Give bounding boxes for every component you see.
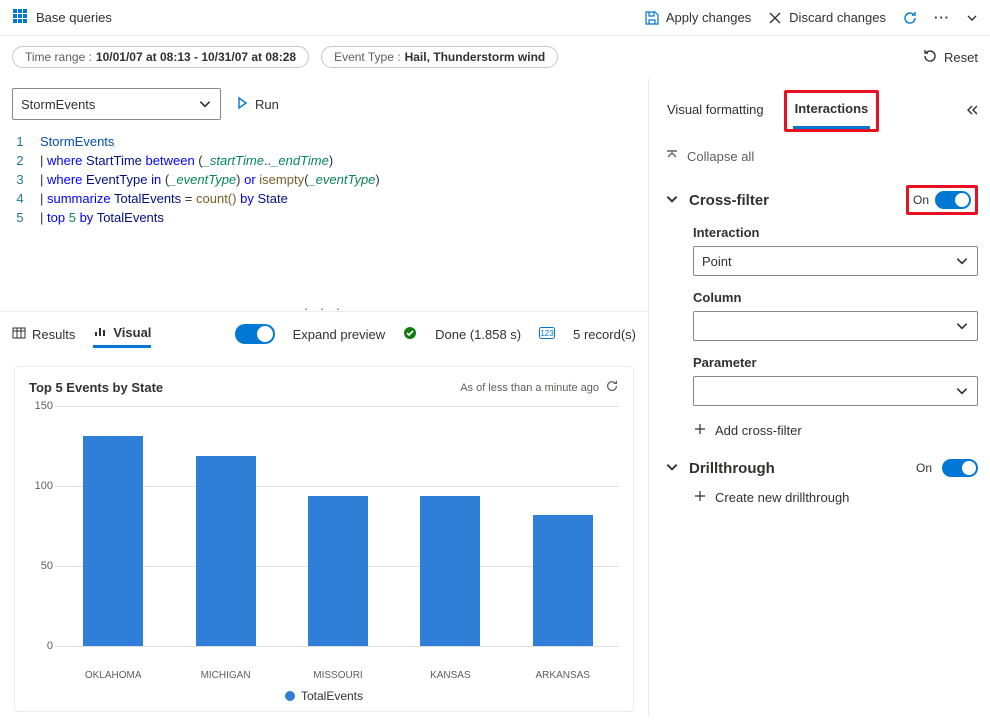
- add-crossfilter-label: Add cross-filter: [715, 423, 802, 438]
- resize-handle[interactable]: · · ·: [0, 301, 648, 311]
- crossfilter-title: Cross-filter: [689, 192, 896, 209]
- records-count: 5 record(s): [573, 327, 636, 342]
- expand-preview-label: Expand preview: [293, 327, 386, 342]
- time-range-pill[interactable]: Time range : 10/01/07 at 08:13 - 10/31/0…: [12, 46, 309, 68]
- discard-changes-label: Discard changes: [789, 10, 886, 25]
- code-content: StormEvents | where StartTime between (_…: [40, 132, 648, 295]
- base-queries-title: Base queries: [36, 10, 112, 25]
- bar-chart[interactable]: 050100150: [57, 406, 619, 666]
- collapse-all-label: Collapse all: [687, 149, 754, 164]
- more-menu-button[interactable]: ···: [934, 10, 950, 25]
- create-drillthrough-label: Create new drillthrough: [715, 490, 849, 505]
- drillthrough-toggle[interactable]: [942, 459, 978, 477]
- tab-results[interactable]: Results: [12, 322, 75, 347]
- time-range-value: 10/01/07 at 08:13 - 10/31/07 at 08:28: [96, 50, 296, 64]
- plus-icon: [693, 422, 707, 439]
- chart-legend: TotalEvents: [29, 689, 619, 703]
- collapse-all-button[interactable]: Collapse all: [665, 138, 978, 179]
- play-icon: [235, 96, 249, 113]
- chart-subtitle: As of less than a minute ago: [460, 382, 599, 394]
- apply-changes-button[interactable]: Apply changes: [644, 10, 751, 26]
- crossfilter-toggle[interactable]: [935, 191, 971, 209]
- records-icon: 123: [539, 327, 555, 342]
- legend-dot: [285, 691, 295, 701]
- chevron-down-icon[interactable]: [665, 192, 679, 209]
- status-ok-icon: [403, 326, 417, 343]
- status-done-label: Done (1.858 s): [435, 327, 521, 342]
- column-select[interactable]: [693, 311, 978, 341]
- interaction-select[interactable]: Point: [693, 246, 978, 276]
- reset-label: Reset: [944, 50, 978, 65]
- chart-icon: [93, 324, 107, 341]
- run-button[interactable]: Run: [235, 96, 279, 113]
- apply-changes-label: Apply changes: [666, 10, 751, 25]
- table-select-value: StormEvents: [21, 97, 95, 112]
- parameter-select[interactable]: [693, 376, 978, 406]
- reset-icon: [922, 48, 938, 67]
- plus-icon: [693, 489, 707, 506]
- line-gutter: 12345: [0, 132, 40, 295]
- event-type-pill[interactable]: Event Type : Hail, Thunderstorm wind: [321, 46, 558, 68]
- add-crossfilter-button[interactable]: Add cross-filter: [693, 416, 978, 453]
- tab-visual-label: Visual: [113, 325, 151, 340]
- table-select[interactable]: StormEvents: [12, 88, 221, 120]
- event-type-value: Hail, Thunderstorm wind: [405, 50, 546, 64]
- collapse-icon: [665, 148, 679, 165]
- chevron-down-icon: [955, 384, 969, 398]
- legend-label: TotalEvents: [301, 689, 363, 703]
- event-type-label: Event Type :: [334, 50, 401, 64]
- drill-on-label: On: [916, 461, 932, 475]
- chevron-down-icon: [955, 254, 969, 268]
- expand-preview-toggle[interactable]: [235, 324, 275, 344]
- reset-button[interactable]: Reset: [922, 48, 978, 67]
- column-label: Column: [693, 286, 978, 311]
- refresh-button[interactable]: [902, 10, 918, 26]
- drillthrough-title: Drillthrough: [689, 460, 906, 477]
- tab-results-label: Results: [32, 327, 75, 342]
- interaction-label: Interaction: [693, 221, 978, 246]
- run-label: Run: [255, 97, 279, 112]
- expand-pane-button[interactable]: [964, 103, 978, 120]
- crossfilter-on-label: On: [913, 193, 929, 207]
- discard-changes-button[interactable]: Discard changes: [767, 10, 886, 26]
- time-range-label: Time range :: [25, 50, 92, 64]
- chart-title: Top 5 Events by State: [29, 380, 163, 395]
- save-icon: [644, 10, 660, 26]
- create-drillthrough-button[interactable]: Create new drillthrough: [693, 483, 978, 520]
- close-icon: [767, 10, 783, 26]
- chevron-down-icon: [198, 97, 212, 111]
- parameter-label: Parameter: [693, 351, 978, 376]
- tab-visual[interactable]: Visual: [93, 320, 151, 348]
- tab-interactions[interactable]: Interactions: [793, 95, 871, 129]
- chevron-down-icon[interactable]: [665, 460, 679, 477]
- chart-card: Top 5 Events by State As of less than a …: [14, 366, 634, 712]
- code-editor[interactable]: 12345 StormEvents | where StartTime betw…: [0, 126, 648, 301]
- chevron-down-icon[interactable]: [966, 12, 978, 24]
- tab-interactions-label: Interactions: [795, 101, 869, 116]
- table-icon: [12, 326, 26, 343]
- grid-icon: [12, 8, 28, 27]
- tab-visual-formatting-label: Visual formatting: [667, 102, 764, 117]
- refresh-icon[interactable]: [605, 379, 619, 396]
- chevron-down-icon: [955, 319, 969, 333]
- interaction-value: Point: [702, 254, 732, 269]
- tab-visual-formatting[interactable]: Visual formatting: [665, 96, 766, 127]
- svg-text:123: 123: [540, 329, 554, 338]
